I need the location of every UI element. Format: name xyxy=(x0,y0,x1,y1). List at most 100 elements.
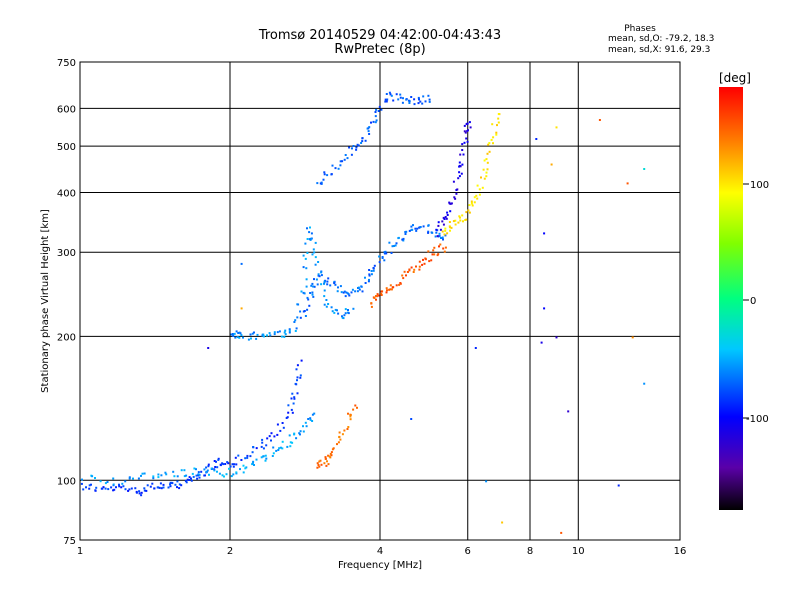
echo-point xyxy=(190,477,192,480)
echo-point xyxy=(95,486,98,489)
echo-point xyxy=(237,332,240,334)
echo-point xyxy=(412,271,415,273)
echo-point xyxy=(401,274,404,277)
echo-point xyxy=(231,333,234,335)
echo-point xyxy=(242,471,245,474)
echo-point xyxy=(468,211,471,214)
echo-point xyxy=(452,180,455,183)
echo-point xyxy=(300,359,303,362)
echo-point xyxy=(291,441,294,444)
echo-point xyxy=(176,475,179,478)
phase-stats-o: mean, sd,O: -79.2, 18.3 xyxy=(608,34,714,44)
echo-point xyxy=(261,441,264,444)
echo-point xyxy=(492,136,495,139)
echo-point xyxy=(347,426,350,428)
echo-point xyxy=(317,261,320,263)
echo-point xyxy=(315,278,318,281)
echo-point xyxy=(352,408,355,411)
echo-point xyxy=(446,232,449,235)
echo-point xyxy=(555,336,558,339)
echo-point xyxy=(390,288,393,291)
echo-point xyxy=(120,486,123,489)
echo-point xyxy=(487,143,490,146)
echo-point xyxy=(343,158,346,161)
echo-point xyxy=(313,285,316,288)
echo-point xyxy=(342,291,345,294)
echo-point xyxy=(401,238,404,241)
echo-point xyxy=(462,220,464,223)
echo-point xyxy=(302,254,305,257)
echo-point xyxy=(322,178,325,181)
echo-point xyxy=(158,486,161,489)
echo-point xyxy=(626,182,629,185)
echo-point xyxy=(293,396,296,399)
echo-point xyxy=(132,477,134,480)
echo-point xyxy=(102,486,105,489)
echo-point xyxy=(486,161,489,164)
x-tick-label: 8 xyxy=(527,546,533,557)
echo-point xyxy=(299,374,302,377)
echo-point xyxy=(289,441,292,444)
echo-point xyxy=(333,282,336,285)
echo-point xyxy=(251,451,254,454)
echo-point xyxy=(410,225,413,228)
echo-point xyxy=(317,273,320,276)
echo-point xyxy=(360,142,363,144)
echo-point xyxy=(195,474,198,477)
echo-point xyxy=(470,200,473,203)
echo-point xyxy=(421,263,424,266)
echo-point xyxy=(399,96,402,99)
echo-point xyxy=(535,138,538,140)
echo-point xyxy=(427,231,430,234)
echo-point xyxy=(134,487,137,490)
echo-point xyxy=(112,483,115,486)
phase-stats-title: Phases xyxy=(624,24,656,34)
echo-point xyxy=(410,266,413,269)
echo-point xyxy=(260,456,263,459)
echo-point xyxy=(110,486,113,489)
echo-point xyxy=(242,336,244,339)
echo-point xyxy=(213,469,216,472)
echo-point xyxy=(423,262,426,265)
echo-point xyxy=(442,247,445,250)
echo-point xyxy=(295,327,298,330)
echo-point xyxy=(215,460,217,463)
echo-point xyxy=(361,137,364,140)
echo-point xyxy=(80,482,83,485)
echo-point xyxy=(368,126,371,129)
echo-point xyxy=(443,218,446,220)
echo-point xyxy=(153,487,156,490)
echo-point xyxy=(384,100,387,103)
echo-point xyxy=(174,483,177,486)
echo-point xyxy=(224,463,227,465)
echo-point xyxy=(474,347,477,349)
echo-point xyxy=(435,228,438,231)
echo-point xyxy=(234,456,237,459)
x-axis-label: Frequency [MHz] xyxy=(338,560,422,571)
echo-point xyxy=(351,147,353,150)
echo-point xyxy=(265,444,268,447)
echo-point xyxy=(188,479,191,481)
echo-point xyxy=(380,290,383,293)
echo-point xyxy=(463,130,466,133)
echo-point xyxy=(348,146,351,149)
echo-point xyxy=(418,226,421,229)
echo-point xyxy=(450,226,453,229)
echo-point xyxy=(404,233,407,235)
echo-point xyxy=(197,471,200,474)
echo-point xyxy=(238,336,241,339)
echo-point xyxy=(244,467,247,470)
echo-point xyxy=(85,486,87,489)
echo-point xyxy=(307,298,310,301)
echo-point xyxy=(381,256,384,258)
echo-point xyxy=(310,232,313,235)
echo-point xyxy=(384,250,387,253)
echo-point xyxy=(339,160,342,163)
echo-point xyxy=(328,455,331,458)
echo-point xyxy=(408,268,411,271)
echo-point xyxy=(380,294,383,296)
echo-point xyxy=(94,489,97,492)
echo-point xyxy=(180,469,183,472)
echo-point xyxy=(492,142,494,145)
echo-point xyxy=(314,256,317,259)
